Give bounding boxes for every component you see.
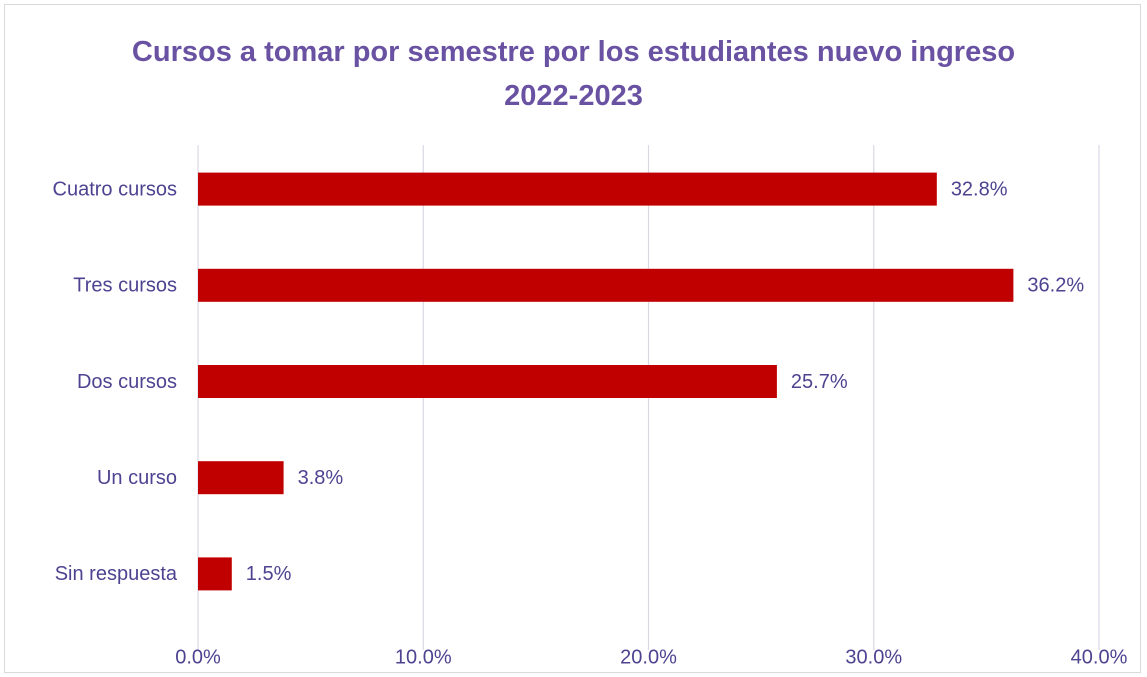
x-tick-label: 20.0% (620, 646, 677, 668)
y-tick-label: Sin respuesta (55, 563, 178, 585)
x-tick-label: 30.0% (845, 646, 902, 668)
chart-border (4, 4, 1141, 673)
y-tick-label: Dos cursos (77, 371, 177, 393)
data-label: 25.7% (791, 371, 848, 393)
data-label: 36.2% (1027, 275, 1084, 297)
bar (198, 461, 284, 495)
x-tick-label: 10.0% (395, 646, 452, 668)
data-label: 32.8% (951, 178, 1008, 200)
bar (198, 172, 937, 206)
data-label: 1.5% (246, 563, 292, 585)
chart-title: Cursos a tomar por semestre por los estu… (131, 36, 1016, 112)
bar (198, 365, 777, 398)
x-tick-label: 0.0% (175, 646, 221, 668)
y-tick-label: Cuatro cursos (53, 178, 178, 200)
data-label: 3.8% (298, 467, 344, 489)
bar (198, 268, 1014, 302)
y-tick-label: Tres cursos (73, 275, 177, 297)
bar (198, 557, 232, 591)
x-tick-label: 40.0% (1071, 646, 1128, 668)
y-tick-label: Un curso (97, 467, 177, 489)
